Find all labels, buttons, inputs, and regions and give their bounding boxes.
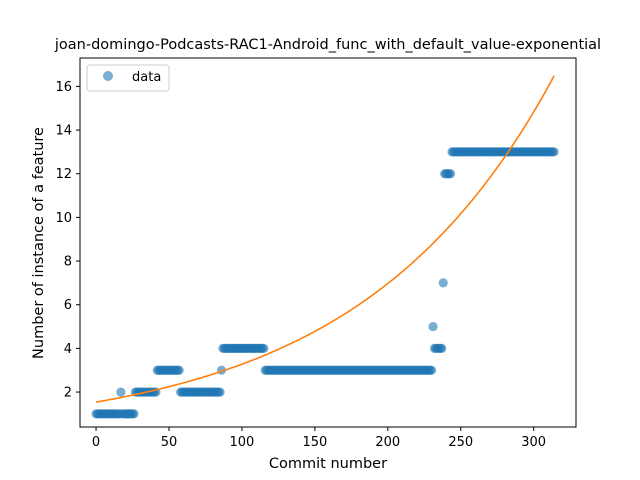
x-tick-label: 150 bbox=[302, 435, 327, 450]
y-tick-label: 10 bbox=[55, 211, 72, 226]
x-tick-label: 100 bbox=[230, 435, 255, 450]
data-point bbox=[550, 147, 559, 156]
data-point bbox=[427, 366, 436, 375]
y-axis-label: Number of instance of a feature bbox=[31, 127, 47, 359]
data-point bbox=[215, 387, 224, 396]
x-tick-label: 50 bbox=[161, 435, 178, 450]
x-tick-label: 250 bbox=[448, 435, 473, 450]
y-tick-label: 6 bbox=[64, 298, 72, 313]
data-point bbox=[439, 278, 448, 287]
x-tick-label: 300 bbox=[521, 435, 546, 450]
legend: data bbox=[87, 65, 169, 91]
data-point bbox=[446, 169, 455, 178]
data-point bbox=[428, 322, 437, 331]
y-tick-label: 8 bbox=[64, 255, 72, 270]
chart-title: joan-domingo-Podcasts-RAC1-Android_func_… bbox=[54, 37, 601, 53]
y-tick-label: 16 bbox=[55, 80, 72, 95]
x-tick-label: 200 bbox=[375, 435, 400, 450]
x-axis-label: Commit number bbox=[269, 456, 387, 472]
y-tick-label: 14 bbox=[55, 124, 72, 139]
legend-label-data: data bbox=[132, 70, 161, 85]
legend-marker bbox=[103, 71, 113, 81]
data-point bbox=[175, 366, 184, 375]
y-tick-label: 12 bbox=[55, 167, 72, 182]
data-point bbox=[259, 344, 268, 353]
y-tick-label: 4 bbox=[64, 342, 72, 357]
y-tick-label: 2 bbox=[64, 386, 72, 401]
data-point bbox=[129, 409, 138, 418]
data-point bbox=[116, 387, 125, 396]
x-tick-label: 0 bbox=[92, 435, 100, 450]
data-point bbox=[437, 344, 446, 353]
